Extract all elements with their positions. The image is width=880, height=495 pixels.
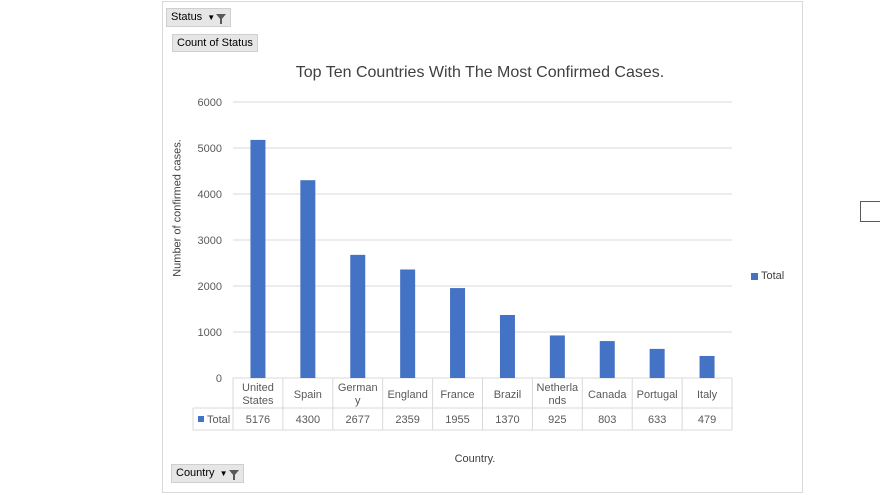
count-of-status-field[interactable]: Count of Status — [172, 34, 258, 52]
category-label: United — [242, 382, 274, 394]
data-table-value: 4300 — [296, 414, 320, 426]
category-label: Brazil — [494, 389, 522, 401]
dropdown-arrow-icon: ▼ — [207, 13, 216, 22]
legend-label: Total — [761, 270, 785, 282]
bar — [499, 314, 515, 378]
table-series-label: Total — [207, 414, 230, 426]
y-tick-label: 2000 — [198, 281, 222, 293]
bar — [350, 254, 366, 378]
filter-icon — [228, 470, 239, 481]
data-table-value: 5176 — [246, 414, 270, 426]
category-label: Italy — [697, 389, 718, 401]
category-label: Netherla — [537, 382, 579, 394]
legend[interactable]: Total — [751, 270, 784, 282]
data-table-value: 479 — [698, 414, 716, 426]
bar — [300, 180, 316, 378]
legend-swatch — [751, 272, 758, 280]
data-table-value: 925 — [548, 414, 566, 426]
bar — [400, 269, 416, 378]
data-table-value: 1955 — [445, 414, 469, 426]
bar — [599, 341, 615, 378]
category-label: Portugal — [637, 389, 678, 401]
y-tick-label: 4000 — [198, 189, 222, 201]
data-table-value: 2677 — [346, 414, 370, 426]
y-tick-label: 3000 — [198, 235, 222, 247]
chart-title: Top Ten Countries With The Most Confirme… — [295, 64, 665, 81]
category-label: States — [242, 395, 274, 407]
status-filter-button[interactable]: Status ▼ — [166, 8, 232, 27]
y-tick-label: 5000 — [198, 143, 222, 155]
data-table-value: 633 — [648, 414, 666, 426]
bar — [450, 288, 466, 378]
bar — [549, 335, 565, 378]
category-label: France — [440, 389, 474, 401]
y-tick-label: 0 — [216, 373, 222, 385]
data-table-value: 2359 — [395, 414, 419, 426]
category-label: German — [338, 382, 378, 394]
category-label: Spain — [294, 389, 322, 401]
category-label: England — [387, 389, 427, 401]
bar — [649, 348, 665, 378]
y-tick-label: 6000 — [198, 97, 222, 109]
bar — [699, 355, 715, 378]
y-tick-label: 1000 — [198, 327, 222, 339]
selection-handle[interactable] — [860, 201, 880, 222]
x-axis-title: Country. — [454, 453, 496, 465]
country-filter-label: Country — [176, 467, 215, 479]
category-label: y — [355, 395, 361, 407]
count-of-status-label: Count of Status — [177, 37, 253, 49]
data-table-value: 1370 — [495, 414, 519, 426]
country-filter-button[interactable]: Country ▼ — [171, 464, 244, 483]
status-filter-label: Status — [171, 11, 203, 23]
table-legend-key — [198, 416, 204, 422]
dropdown-arrow-icon: ▼ — [219, 469, 228, 478]
bar — [250, 139, 266, 378]
category-label: nds — [548, 395, 566, 407]
category-label: Canada — [588, 389, 627, 401]
data-table-value: 803 — [598, 414, 616, 426]
filter-icon — [216, 14, 227, 25]
